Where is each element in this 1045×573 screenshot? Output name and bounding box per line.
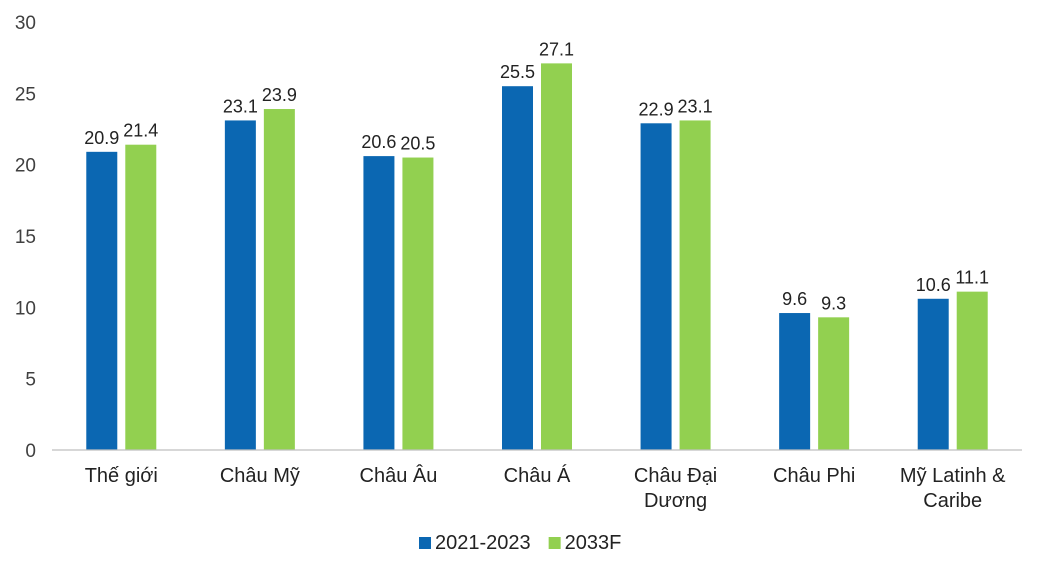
data-label: 27.1 <box>539 39 574 59</box>
bar <box>502 86 533 450</box>
data-label: 22.9 <box>639 99 674 119</box>
y-tick-label: 5 <box>25 370 36 391</box>
data-label: 23.9 <box>262 85 297 105</box>
category-label: Châu Mỹ <box>220 465 300 487</box>
legend: 2021-2023 2033F <box>419 532 621 554</box>
bar <box>779 313 811 450</box>
data-label: 10.6 <box>916 275 951 295</box>
category-label: Châu Phi <box>773 465 855 487</box>
data-labels-group: 20.9 21.423.123.920.6 20.525.527.122.9 23.1… <box>84 39 989 313</box>
category-label: Caribe <box>923 490 982 512</box>
y-tick-label: 0 <box>25 441 36 462</box>
bar <box>541 63 572 451</box>
category-label: Mỹ Latinh & <box>900 465 1006 487</box>
data-label: 11.1 <box>955 268 989 288</box>
bar <box>363 156 395 450</box>
category-label: Châu Đại <box>634 465 717 487</box>
data-label: 9.6 <box>782 289 807 309</box>
bar <box>263 109 295 450</box>
data-label: 20.5 <box>400 134 435 154</box>
data-label: 25.5 <box>500 62 535 82</box>
bar <box>956 291 988 450</box>
y-tick-label: 10 <box>15 298 36 319</box>
bar <box>917 298 949 450</box>
category-label: Châu Âu <box>360 464 438 487</box>
bar <box>679 120 711 450</box>
legend-swatch <box>419 537 431 549</box>
y-tick-label: 25 <box>15 84 36 105</box>
bar <box>640 123 672 450</box>
legend-label: 2033F <box>565 532 622 554</box>
category-label: Dương <box>644 490 707 512</box>
y-tick-label: 30 <box>15 13 36 34</box>
data-label: 20.9 <box>84 128 119 148</box>
data-label: 23.1 <box>223 96 258 116</box>
legend-swatch <box>548 537 561 549</box>
bars-group <box>86 63 988 451</box>
category-label: Thế giới <box>85 465 158 487</box>
y-tick-label: 20 <box>15 156 36 177</box>
category-label: Châu Á <box>504 464 571 487</box>
data-label: 20.6 <box>361 132 396 152</box>
data-label: 21.4 <box>123 121 158 141</box>
bar <box>224 120 256 450</box>
y-tick-label: 15 <box>15 227 36 248</box>
bar <box>86 151 118 450</box>
data-label: 9.3 <box>821 293 846 313</box>
data-label: 23.1 <box>678 96 713 116</box>
legend-label: 2021-2023 <box>435 532 531 554</box>
y-axis-ticks: 0 5 10 15 20 25 30 <box>15 13 36 462</box>
bar <box>125 144 157 450</box>
category-labels: Thế giới Châu Mỹ Châu Âu Châu Á Châu Đại Dươn… <box>85 464 1006 512</box>
bar <box>818 317 850 450</box>
bar <box>402 157 434 451</box>
